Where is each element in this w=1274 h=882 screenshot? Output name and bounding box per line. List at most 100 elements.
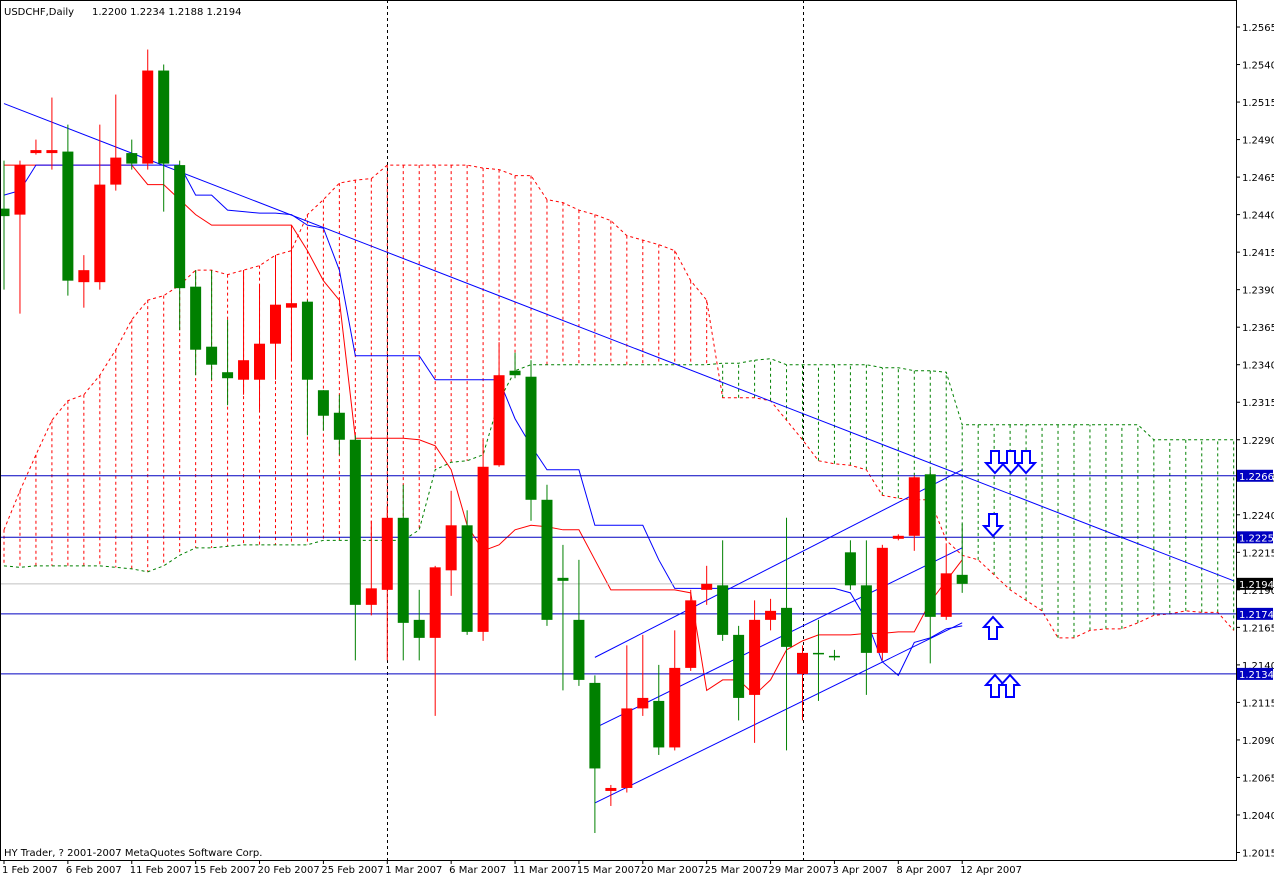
y-tick-label: 1.2065 [1242,773,1274,784]
price-label: 1.2134 [1239,670,1274,681]
candle-body [429,567,441,638]
price-label-bg [1237,667,1273,680]
price-label: 1.2174 [1239,610,1274,621]
candle-body [781,607,793,647]
y-tick-label: 1.2290 [1242,436,1274,447]
x-tick-label: 6 Feb 2007 [66,865,122,876]
candle-body [94,184,106,283]
y-tick-label: 1.2540 [1242,61,1274,72]
x-tick-label: 25 Feb 2007 [321,865,383,876]
y-tick-label: 1.2440 [1242,211,1274,222]
candle-body [158,70,170,164]
y-tick-label: 1.2215 [1242,548,1274,559]
down-arrow [1014,450,1038,475]
candle-body [317,390,329,416]
candle-body [956,574,968,584]
candle-body [876,547,888,653]
candle-body [30,150,42,154]
candle-body [174,165,186,289]
candle-body [669,667,681,748]
candle-body [445,525,457,571]
candle-body [908,477,920,536]
candle-body [142,70,154,164]
x-tick-label: 3 Apr 2007 [832,865,887,876]
candle-body [828,655,840,658]
y-tick-label: 1.2190 [1242,586,1274,597]
x-tick-label: 25 Mar 2007 [705,865,768,876]
y-tick-label: 1.2090 [1242,736,1274,747]
candle-body [653,700,665,748]
quote: 1.2200 1.2234 1.2188 1.2194 [92,7,242,18]
y-tick-label: 1.2165 [1242,623,1274,634]
candle-body [413,619,425,638]
candle-body [940,573,952,617]
y-tick-label: 1.2565 [1242,23,1274,34]
candle-body [924,474,936,617]
y-tick-label: 1.2515 [1242,98,1274,109]
trendline [3,103,1234,582]
price-label: 1.2225 [1239,533,1274,544]
candle-body [254,343,266,380]
candle-body [477,466,489,632]
candle-body [397,517,409,623]
y-tick-label: 1.2415 [1242,248,1274,259]
price-label: 1.2194 [1239,580,1274,591]
y-tick-label: 1.2040 [1242,811,1274,822]
candle-body [62,151,74,281]
x-tick-label: 6 Mar 2007 [449,865,506,876]
candle-body [365,588,377,605]
candle-body [812,652,824,655]
x-tick-label: 1 Feb 2007 [2,865,58,876]
y-tick-label: 1.2315 [1242,398,1274,409]
up-arrow [981,615,1005,640]
trendline [594,547,963,729]
candle-body [541,499,553,620]
y-tick-label: 1.2390 [1242,286,1274,297]
arrows [981,450,1038,698]
candle-body [461,525,473,632]
y-tick-label: 1.2240 [1242,511,1274,522]
candle-body [749,619,761,695]
x-tick-label: 15 Mar 2007 [577,865,640,876]
candle-body [573,619,585,680]
y-tick-label: 1.2365 [1242,323,1274,334]
candle-body [349,439,361,605]
candle-body [621,708,633,788]
x-tick-label: 12 Apr 2007 [960,865,1022,876]
candle-body [557,577,569,581]
candle-body [493,375,505,466]
candle-body [46,150,58,154]
trendline [594,469,963,658]
candle-body [509,370,521,376]
chart-title: USDCHF,Daily [4,7,74,18]
candle-body [126,153,138,164]
candle-body [190,286,202,350]
candle-body [892,535,904,539]
price-label-bg [1237,469,1273,482]
candle-body [381,517,393,590]
candle-body [844,552,856,586]
candle-body [222,372,234,379]
candle-body [333,412,345,440]
plot-area [0,0,1236,860]
candle-body [78,270,90,283]
candle-body [269,304,281,344]
candle-body [765,610,777,620]
candle-body [110,157,122,185]
candle-body [14,165,26,215]
candle-body [860,585,872,653]
candle-body [797,652,808,674]
y-tick-label: 1.2490 [1242,136,1274,147]
candle-body [525,376,537,500]
candle-body [301,301,313,380]
candle-body [685,600,697,668]
plot-frame [0,0,1237,861]
candle-body [238,360,250,380]
candle-body [206,346,218,365]
down-arrow [981,513,1005,538]
y-tick-label: 1.2015 [1242,848,1274,859]
candle-body [637,697,649,709]
